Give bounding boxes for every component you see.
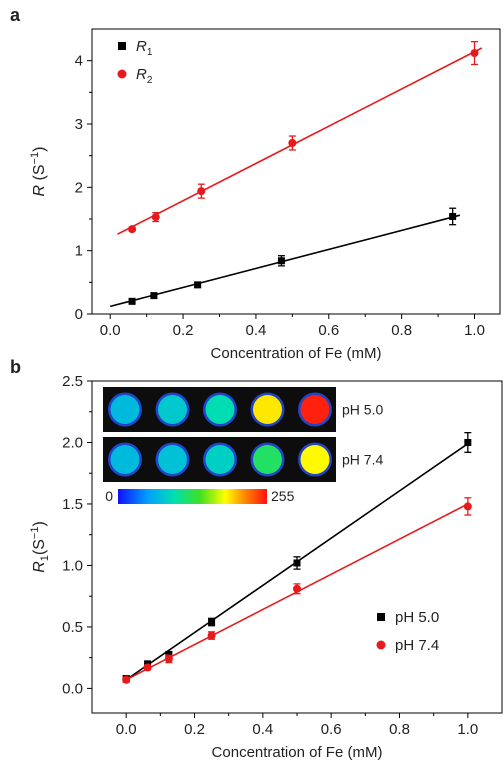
y-tick-label: 0 bbox=[75, 306, 83, 323]
data-point bbox=[194, 281, 202, 289]
data-point bbox=[197, 187, 206, 196]
y-axis-label: R1(S−1) bbox=[29, 521, 51, 573]
mri-sample bbox=[253, 445, 282, 474]
x-tick-label: 0.0 bbox=[100, 322, 121, 339]
x-tick-label: 0.8 bbox=[389, 721, 410, 738]
y-tick-label: 0.0 bbox=[62, 680, 83, 697]
mri-sample bbox=[300, 395, 330, 424]
y-axis-label: R (S−1) bbox=[29, 147, 48, 197]
series-1 bbox=[110, 207, 461, 308]
legend-marker bbox=[117, 69, 127, 79]
panel-label: b bbox=[10, 357, 21, 377]
mri-row-label: pH 7.4 bbox=[342, 452, 383, 468]
x-tick-label: 0.2 bbox=[173, 322, 194, 339]
y-tick-label: 4 bbox=[75, 53, 83, 70]
data-point bbox=[463, 502, 472, 511]
fit-line bbox=[117, 47, 483, 235]
legend-label: pH 7.4 bbox=[395, 637, 439, 654]
data-point bbox=[293, 584, 301, 593]
mri-sample bbox=[110, 395, 140, 424]
panel-label: a bbox=[10, 5, 21, 25]
data-point bbox=[128, 297, 136, 305]
data-point bbox=[464, 438, 472, 446]
data-point bbox=[164, 654, 173, 663]
data-point bbox=[151, 213, 160, 222]
data-point bbox=[470, 49, 479, 58]
data-point bbox=[208, 618, 216, 626]
x-tick-label: 0.0 bbox=[116, 721, 137, 738]
series-2 bbox=[122, 497, 472, 684]
x-tick-label: 1.0 bbox=[457, 721, 478, 738]
fit-line bbox=[110, 214, 461, 308]
colorbar-min-label: 0 bbox=[105, 488, 113, 504]
mri-row-1: pH 5.0 bbox=[103, 387, 383, 432]
data-point bbox=[449, 212, 457, 220]
legend-marker bbox=[377, 613, 385, 621]
y-tick-label: 0.5 bbox=[62, 619, 83, 636]
mri-sample bbox=[205, 395, 235, 424]
y-tick-label: 1 bbox=[75, 243, 83, 260]
x-axis-label: Concentration of Fe (mM) bbox=[211, 345, 382, 362]
legend-label: pH 5.0 bbox=[395, 609, 439, 626]
mri-inset: pH 5.0 pH 7.4 0 255 bbox=[103, 387, 383, 504]
legend-marker bbox=[376, 640, 386, 650]
y-tick-label: 2.0 bbox=[62, 434, 83, 451]
x-tick-label: 0.4 bbox=[252, 721, 273, 738]
data-point bbox=[288, 139, 297, 147]
x-tick-label: 0.2 bbox=[184, 721, 205, 738]
panel-b: b 0.0 0.2 0.4 0.6 0.8 1.0 0.0 0.5 1.0 1.5 2.0 2.5 Con… bbox=[10, 357, 503, 761]
colorbar-max-label: 255 bbox=[271, 488, 295, 504]
y-tick-label: 1.0 bbox=[62, 557, 83, 574]
x-axis-label: Concentration of Fe (mM) bbox=[212, 744, 383, 761]
mri-sample bbox=[205, 445, 235, 474]
x-tick-label: 0.6 bbox=[321, 721, 342, 738]
mri-sample bbox=[253, 395, 282, 424]
mri-sample bbox=[110, 445, 140, 474]
panel-a: a 0.0 0.2 0.4 0.6 0.8 1.0 0 1 2 3 4 Concentration of… bbox=[10, 5, 501, 362]
legend-label: R1 bbox=[136, 38, 153, 58]
mri-row-2: pH 7.4 bbox=[103, 437, 383, 482]
x-tick-label: 0.4 bbox=[245, 322, 266, 339]
data-point bbox=[277, 257, 285, 265]
data-point bbox=[122, 675, 131, 684]
legend-marker bbox=[118, 42, 126, 50]
x-tick-label: 1.0 bbox=[464, 322, 485, 339]
y-tick-label: 1.5 bbox=[62, 496, 83, 513]
data-point bbox=[293, 559, 301, 567]
data-point bbox=[143, 663, 152, 672]
legend-label: R2 bbox=[136, 66, 153, 86]
series-2 bbox=[117, 41, 483, 235]
data-point bbox=[150, 292, 158, 300]
legend: pH 5.0 pH 7.4 bbox=[376, 609, 439, 654]
mri-row-label: pH 5.0 bbox=[342, 402, 383, 418]
mri-sample bbox=[158, 395, 187, 424]
x-tick-label: 0.8 bbox=[391, 322, 412, 339]
data-point bbox=[128, 225, 137, 234]
plot-frame bbox=[91, 28, 501, 315]
mri-sample bbox=[300, 445, 330, 474]
y-tick-label: 2.5 bbox=[62, 373, 83, 390]
colorbar bbox=[118, 489, 267, 504]
x-tick-label: 0.6 bbox=[318, 322, 339, 339]
data-point bbox=[207, 631, 216, 640]
y-tick-label: 3 bbox=[75, 116, 83, 133]
mri-sample bbox=[158, 445, 187, 474]
y-tick-label: 2 bbox=[75, 179, 83, 196]
